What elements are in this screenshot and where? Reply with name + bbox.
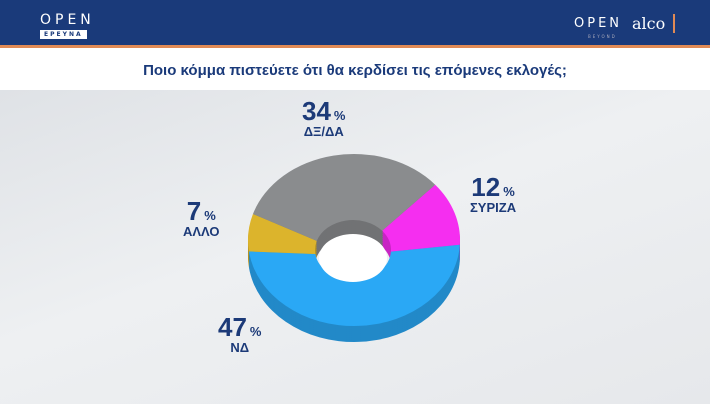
open-beyond-logo-sub: BEYOND [588,34,617,39]
label-nd: 47% ΝΔ [218,312,262,355]
open-logo: OPEN [40,12,95,28]
name-syriza: ΣΥΡΙΖΑ [470,200,517,215]
label-syriza: 12% ΣΥΡΙΖΑ [470,172,517,215]
value-dxda: 34 [302,96,331,126]
value-syriza: 12 [471,172,501,202]
value-allo: 7 [186,196,202,226]
label-allo: 7% ΑΛΛΟ [183,196,220,239]
slice-ΝΔ [248,244,460,326]
open-logo-sub: ΕΡΕΥΝΑ [40,30,87,39]
donut-hole [319,234,387,282]
label-dxda: 34% ΔΞ/ΔΑ [302,96,346,139]
slice-ΑΛΛΟ [247,213,317,254]
alco-logo: alco [632,14,676,33]
chart-title: Ποιο κόμμα πιστεύετε ότι θα κερδίσει τις… [143,62,567,79]
open-beyond-logo: OPEN [574,16,623,31]
value-nd: 47 [218,312,247,342]
slice-ΔΞ/ΔΑ [252,154,436,241]
header-bar: OPEN ΕΡΕΥΝΑ OPEN BEYOND alco [0,0,710,48]
slice-ΣΥΡΙΖΑ [382,184,460,252]
name-allo: ΑΛΛΟ [183,224,220,239]
name-dxda: ΔΞ/ΔΑ [303,124,344,139]
name-nd: ΝΔ [230,340,250,355]
